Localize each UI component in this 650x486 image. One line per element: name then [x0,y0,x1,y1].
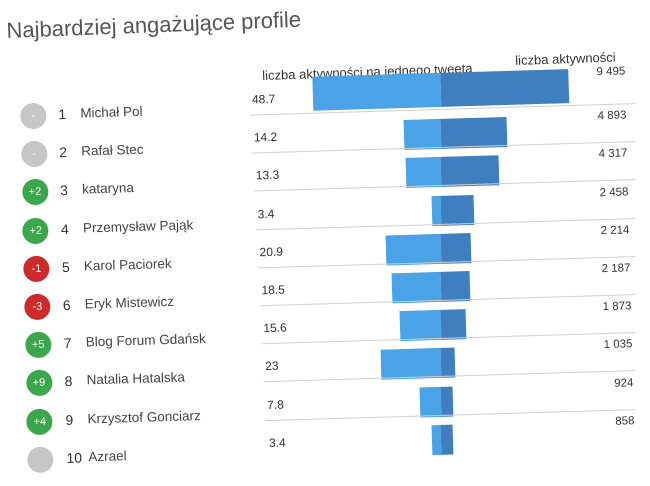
rank-change-badge [27,446,54,473]
total-value: 2 187 [601,262,631,276]
bar-per-tweet [385,233,442,266]
total-value: 2 214 [600,224,630,237]
bar-per-tweet [405,157,442,189]
total-value: 4 317 [598,147,628,161]
bar-per-tweet [403,119,442,151]
profile-name: kataryna [81,180,135,197]
total-value: 2 458 [599,185,629,199]
bar-total [440,194,475,226]
ratio-value: 14.2 [253,129,278,145]
ratio-value: 20.9 [259,244,284,260]
total-value: 1 035 [603,338,633,352]
bar-per-tweet [391,271,442,304]
rank-number: 5 [61,258,70,275]
ratio-value: 13.3 [255,168,280,183]
bar-total [440,347,456,379]
ratio-value: 7.8 [266,397,285,412]
rank-number: 10 [66,449,83,466]
bar-total [440,386,454,417]
rank-change-badge: -1 [23,255,50,283]
rank-change-badge: - [20,140,48,168]
bar-total [440,309,467,341]
ratio-value: 23 [265,359,279,374]
ranking-table: -1 Michał Pol 48.7 9 495 -2 Rafał Stec 14.2 4 8… [19,65,636,473]
total-value: 4 893 [597,109,627,123]
bar-total [440,424,453,455]
profile-name: Blog Forum Gdańsk [85,331,206,350]
profile-name: Krzysztof Gonciarz [87,407,201,426]
ratio-value: 18.5 [261,282,286,298]
bar-total [440,232,472,264]
profile-name: Eryk Mistewicz [84,293,175,312]
rank-change-badge: +5 [24,331,52,359]
rank-number: 6 [62,296,71,314]
profile-name: Azrael [88,448,127,465]
rank-number: 3 [59,182,69,199]
rank-number: 8 [64,373,73,390]
rank-number: 9 [65,411,74,428]
rank-change-badge: +4 [26,408,54,435]
rank-change-badge: +2 [22,217,50,244]
total-value: 1 873 [602,300,632,314]
profile-name: Michał Pol [80,103,143,121]
ratio-value: 3.4 [257,206,275,221]
rank-number: 2 [58,144,68,161]
rank-change-badge: +9 [25,369,53,397]
rank-change-badge: +2 [21,178,49,206]
total-value: 9 495 [596,65,626,79]
rank-change-badge: - [19,102,47,130]
rank-number: 7 [63,335,72,352]
total-value: 858 [615,414,635,428]
rank-number: 1 [58,106,67,123]
profile-name: Rafał Stec [80,141,144,159]
bar-per-tweet [420,386,442,418]
rank-number: 4 [60,220,70,237]
bar-per-tweet [312,72,442,111]
ratio-value: 48.7 [251,91,276,107]
ratio-value: 15.6 [263,320,287,336]
ratio-value: 3.4 [268,435,286,450]
bar-total [440,69,570,107]
rank-change-badge: -3 [23,293,51,321]
total-value: 924 [614,376,634,390]
profile-name: Przemysław Pająk [82,216,194,236]
bar-per-tweet [399,310,442,342]
profile-name: Natalia Hatalska [86,369,186,388]
bar-total [440,271,471,302]
profile-name: Karol Paciorek [83,255,172,274]
